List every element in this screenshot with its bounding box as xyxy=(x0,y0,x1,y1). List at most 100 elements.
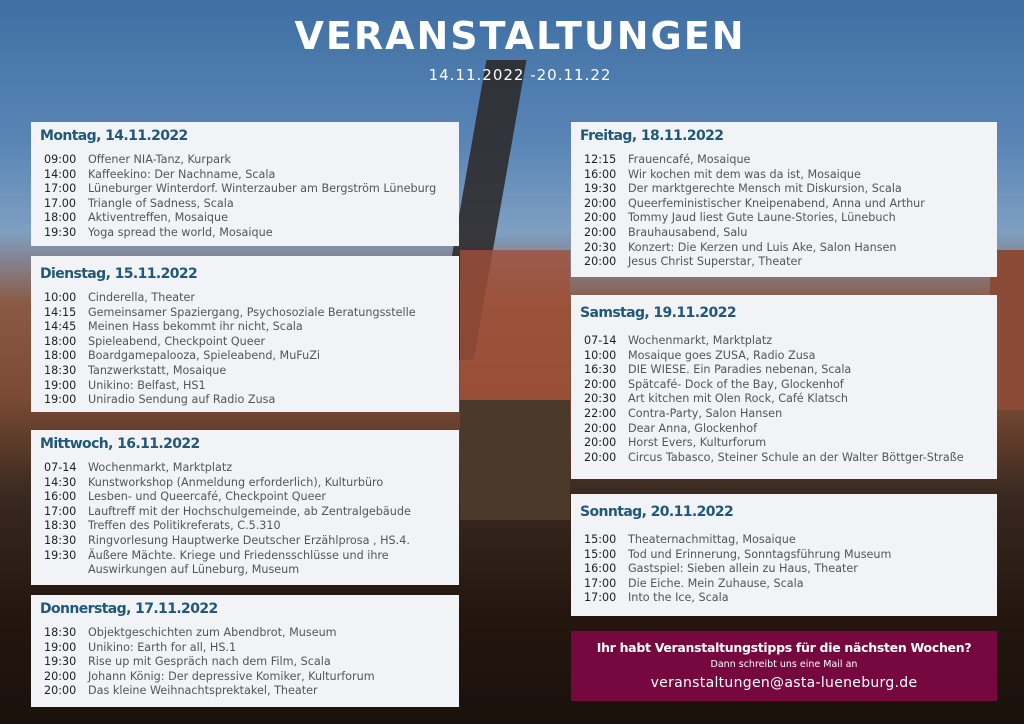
event-time: 20:00 xyxy=(44,669,77,683)
event-time: 20:00 xyxy=(584,196,617,210)
event-description: Die Eiche. Mein Zuhause, Scala xyxy=(628,576,804,590)
event-description: Uniradio Sendung auf Radio Zusa xyxy=(88,393,276,407)
event-time: 16:30 xyxy=(584,363,617,377)
event-time: 19:00 xyxy=(44,378,77,392)
event-time: 10:00 xyxy=(584,348,617,362)
date-range: 14.11.2022 -20.11.22 xyxy=(428,66,612,84)
event-time: 19:00 xyxy=(44,393,77,407)
event-time: 20:00 xyxy=(584,450,617,464)
event-time: 20:00 xyxy=(584,436,617,450)
day-card: Sonntag, 20.11.2022 15:00 Theaternachmitta… xyxy=(571,494,997,616)
event-row: 19:00 Unikino: Belfast, HS1 xyxy=(40,379,451,394)
event-time: 15:00 xyxy=(584,547,617,561)
event-time: 18:30 xyxy=(44,533,77,547)
event-description: Into the Ice, Scala xyxy=(628,591,729,605)
event-description: Lauftreff mit der Hochschulgemeinde, ab … xyxy=(88,504,411,518)
event-row: 14:45 Meinen Hass bekommt ihr nicht, Scal… xyxy=(40,320,451,335)
event-description: Konzert: Die Kerzen und Luis Ake, Salon … xyxy=(628,240,897,254)
event-description: Offener NIA-Tanz, Kurpark xyxy=(88,153,232,166)
event-description: Circus Tabasco, Steiner Schule an der Wa… xyxy=(628,450,964,464)
event-description: Gemeinsamer Spaziergang, Psychosoziale B… xyxy=(88,305,416,319)
event-time: 18:30 xyxy=(44,363,77,377)
event-row: 18:00 Spieleabend, Checkpoint Queer xyxy=(40,335,451,350)
event-description: Boardgamepalooza, Spieleabend, MuFuZi xyxy=(88,349,320,363)
event-row: 20:00 Tommy Jaud liest Gute Laune-Stories… xyxy=(580,211,989,226)
event-time: 22:00 xyxy=(584,406,617,420)
event-description: Dear Anna, Glockenhof xyxy=(628,421,758,435)
day-heading: Montag, 14.11.2022 xyxy=(40,128,188,144)
event-description: Horst Evers, Kulturforum xyxy=(628,436,767,450)
event-description: Frauencafé, Mosaique xyxy=(628,153,751,166)
day-heading: Dienstag, 15.11.2022 xyxy=(40,266,198,282)
event-row: 20:00 Johann König: Der depressive Komike… xyxy=(40,670,451,685)
event-description: Art kitchen mit Olen Rock, Café Klatsch xyxy=(628,392,848,406)
day-card: Samstag, 19.11.2022 07-14 Wochenmarkt, Mar… xyxy=(571,295,997,479)
event-description: Treffen des Politikreferats, C.5.310 xyxy=(88,519,281,533)
event-row: 16:30 DIE WIESE. Ein Paradies nebenan, Sc… xyxy=(580,363,989,378)
day-heading: Samstag, 19.11.2022 xyxy=(580,305,737,321)
event-row: 15:00 Theaternachmittag, Mosaique xyxy=(580,533,989,548)
event-description: Queerfeministischer Kneipenabend, Anna u… xyxy=(628,196,925,210)
event-description: Ringvorlesung Hauptwerke Deutscher Erzäh… xyxy=(88,533,410,547)
event-time: 12:15 xyxy=(584,153,617,166)
event-row: 18:30 Objektgeschichten zum Abendbrot, Mu… xyxy=(40,626,451,641)
tips-banner: Ihr habt Veranstaltungstipps für die näc… xyxy=(571,631,997,701)
event-row: 17:00 Into the Ice, Scala xyxy=(580,591,989,606)
event-description: Äußere Mächte. Kriege und Friedensschlüs… xyxy=(88,548,389,577)
event-time: 20:00 xyxy=(44,684,77,698)
event-description: Tod und Erinnerung, Sonntagsführung Muse… xyxy=(628,547,892,561)
event-row: 07-14 Wochenmarkt, Marktplatz xyxy=(40,461,451,476)
event-row: 17.00 Triangle of Sadness, Scala xyxy=(40,197,451,212)
event-row: 19:30 Der marktgerechte Mensch mit Diskur… xyxy=(580,182,989,197)
event-time: 19:00 xyxy=(44,640,77,654)
event-time: 18:00 xyxy=(44,334,77,348)
event-description: Cinderella, Theater xyxy=(88,291,195,304)
event-row: 09:00 Offener NIA-Tanz, Kurpark xyxy=(40,153,451,168)
event-time: 19:30 xyxy=(44,655,77,669)
event-time: 20:00 xyxy=(584,377,617,391)
event-row: 20:00 Jesus Christ Superstar, Theater xyxy=(580,255,989,270)
event-time: 18:30 xyxy=(44,626,77,639)
background-wall xyxy=(460,400,570,520)
event-row: 10:00 Mosaique goes ZUSA, Radio Zusa xyxy=(580,349,989,364)
day-card: Freitag, 18.11.2022 12:15 Frauencafé, Mosa… xyxy=(571,122,997,277)
event-row: 18:00 Aktiventreffen, Mosaique xyxy=(40,211,451,226)
tips-email-link[interactable]: veranstaltungen@asta-lueneburg.de xyxy=(650,675,918,691)
event-row: 19:00 Unikino: Earth for all, HS.1 xyxy=(40,641,451,656)
event-description: Kunstworkshop (Anmeldung erforderlich), … xyxy=(88,475,384,489)
event-description: Johann König: Der depressive Komiker, Ku… xyxy=(88,669,375,683)
event-description: Theaternachmittag, Mosaique xyxy=(628,533,796,546)
event-row: 12:15 Frauencafé, Mosaique xyxy=(580,153,989,168)
event-description: Jesus Christ Superstar, Theater xyxy=(628,255,802,269)
event-row: 14:15 Gemeinsamer Spaziergang, Psychosozi… xyxy=(40,306,451,321)
event-description: Triangle of Sadness, Scala xyxy=(88,196,234,210)
event-time: 19:30 xyxy=(44,548,77,562)
background-building xyxy=(460,250,570,400)
event-description: Rise up mit Gespräch nach dem Film, Scal… xyxy=(88,655,331,669)
event-row: 17:00 Lüneburger Winterdorf. Winterzauber… xyxy=(40,182,451,197)
event-time: 07-14 xyxy=(44,461,77,474)
event-row: 19:30 Yoga spread the world, Mosaique xyxy=(40,226,451,241)
event-row: 20:00 Circus Tabasco, Steiner Schule an d… xyxy=(580,451,989,466)
day-heading: Sonntag, 20.11.2022 xyxy=(580,504,734,520)
event-time: 14:30 xyxy=(44,475,77,489)
event-time: 17:00 xyxy=(584,591,617,605)
event-row: 17:00 Die Eiche. Mein Zuhause, Scala xyxy=(580,577,989,592)
event-row: 20:00 Das kleine Weihnachtsprektakel, The… xyxy=(40,684,451,699)
event-row: 22:00 Contra-Party, Salon Hansen xyxy=(580,407,989,422)
event-description: Wochenmarkt, Marktplatz xyxy=(88,461,233,474)
event-row: 14:30 Kunstworkshop (Anmeldung erforderli… xyxy=(40,476,451,491)
event-description: Spieleabend, Checkpoint Queer xyxy=(88,334,266,348)
event-description: Brauhausabend, Salu xyxy=(628,225,748,239)
event-time: 09:00 xyxy=(44,153,77,166)
event-description: Objektgeschichten zum Abendbrot, Museum xyxy=(88,626,337,639)
day-heading: Mittwoch, 16.11.2022 xyxy=(40,436,200,452)
event-description: Unikino: Belfast, HS1 xyxy=(88,378,206,392)
event-row: 20:00 Horst Evers, Kulturforum xyxy=(580,436,989,451)
event-row: 20:00 Dear Anna, Glockenhof xyxy=(580,422,989,437)
event-description: Wochenmarkt, Marktplatz xyxy=(628,334,773,347)
event-time: 20:30 xyxy=(584,392,617,406)
event-time: 20:00 xyxy=(584,421,617,435)
event-description: Das kleine Weihnachtsprektakel, Theater xyxy=(88,684,318,698)
tips-headline: Ihr habt Veranstaltungstipps für die näc… xyxy=(596,640,972,655)
